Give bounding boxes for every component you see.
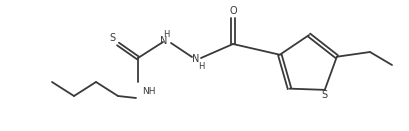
- Text: O: O: [229, 6, 236, 16]
- Text: N: N: [160, 36, 167, 46]
- Text: S: S: [321, 90, 327, 100]
- Text: S: S: [109, 33, 115, 43]
- Text: H: H: [162, 29, 169, 39]
- Text: H: H: [197, 61, 204, 70]
- Text: N: N: [192, 54, 199, 64]
- Text: NH: NH: [142, 86, 155, 95]
